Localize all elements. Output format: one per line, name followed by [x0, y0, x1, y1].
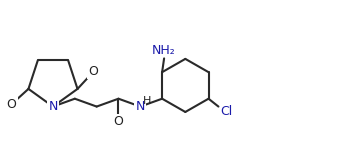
Text: NH₂: NH₂ [152, 44, 176, 57]
Text: O: O [114, 115, 124, 128]
Text: O: O [88, 65, 98, 78]
Text: N: N [136, 100, 145, 113]
Text: O: O [7, 98, 17, 111]
Text: Cl: Cl [220, 105, 233, 118]
Text: N: N [48, 100, 58, 113]
Text: H: H [143, 96, 152, 106]
